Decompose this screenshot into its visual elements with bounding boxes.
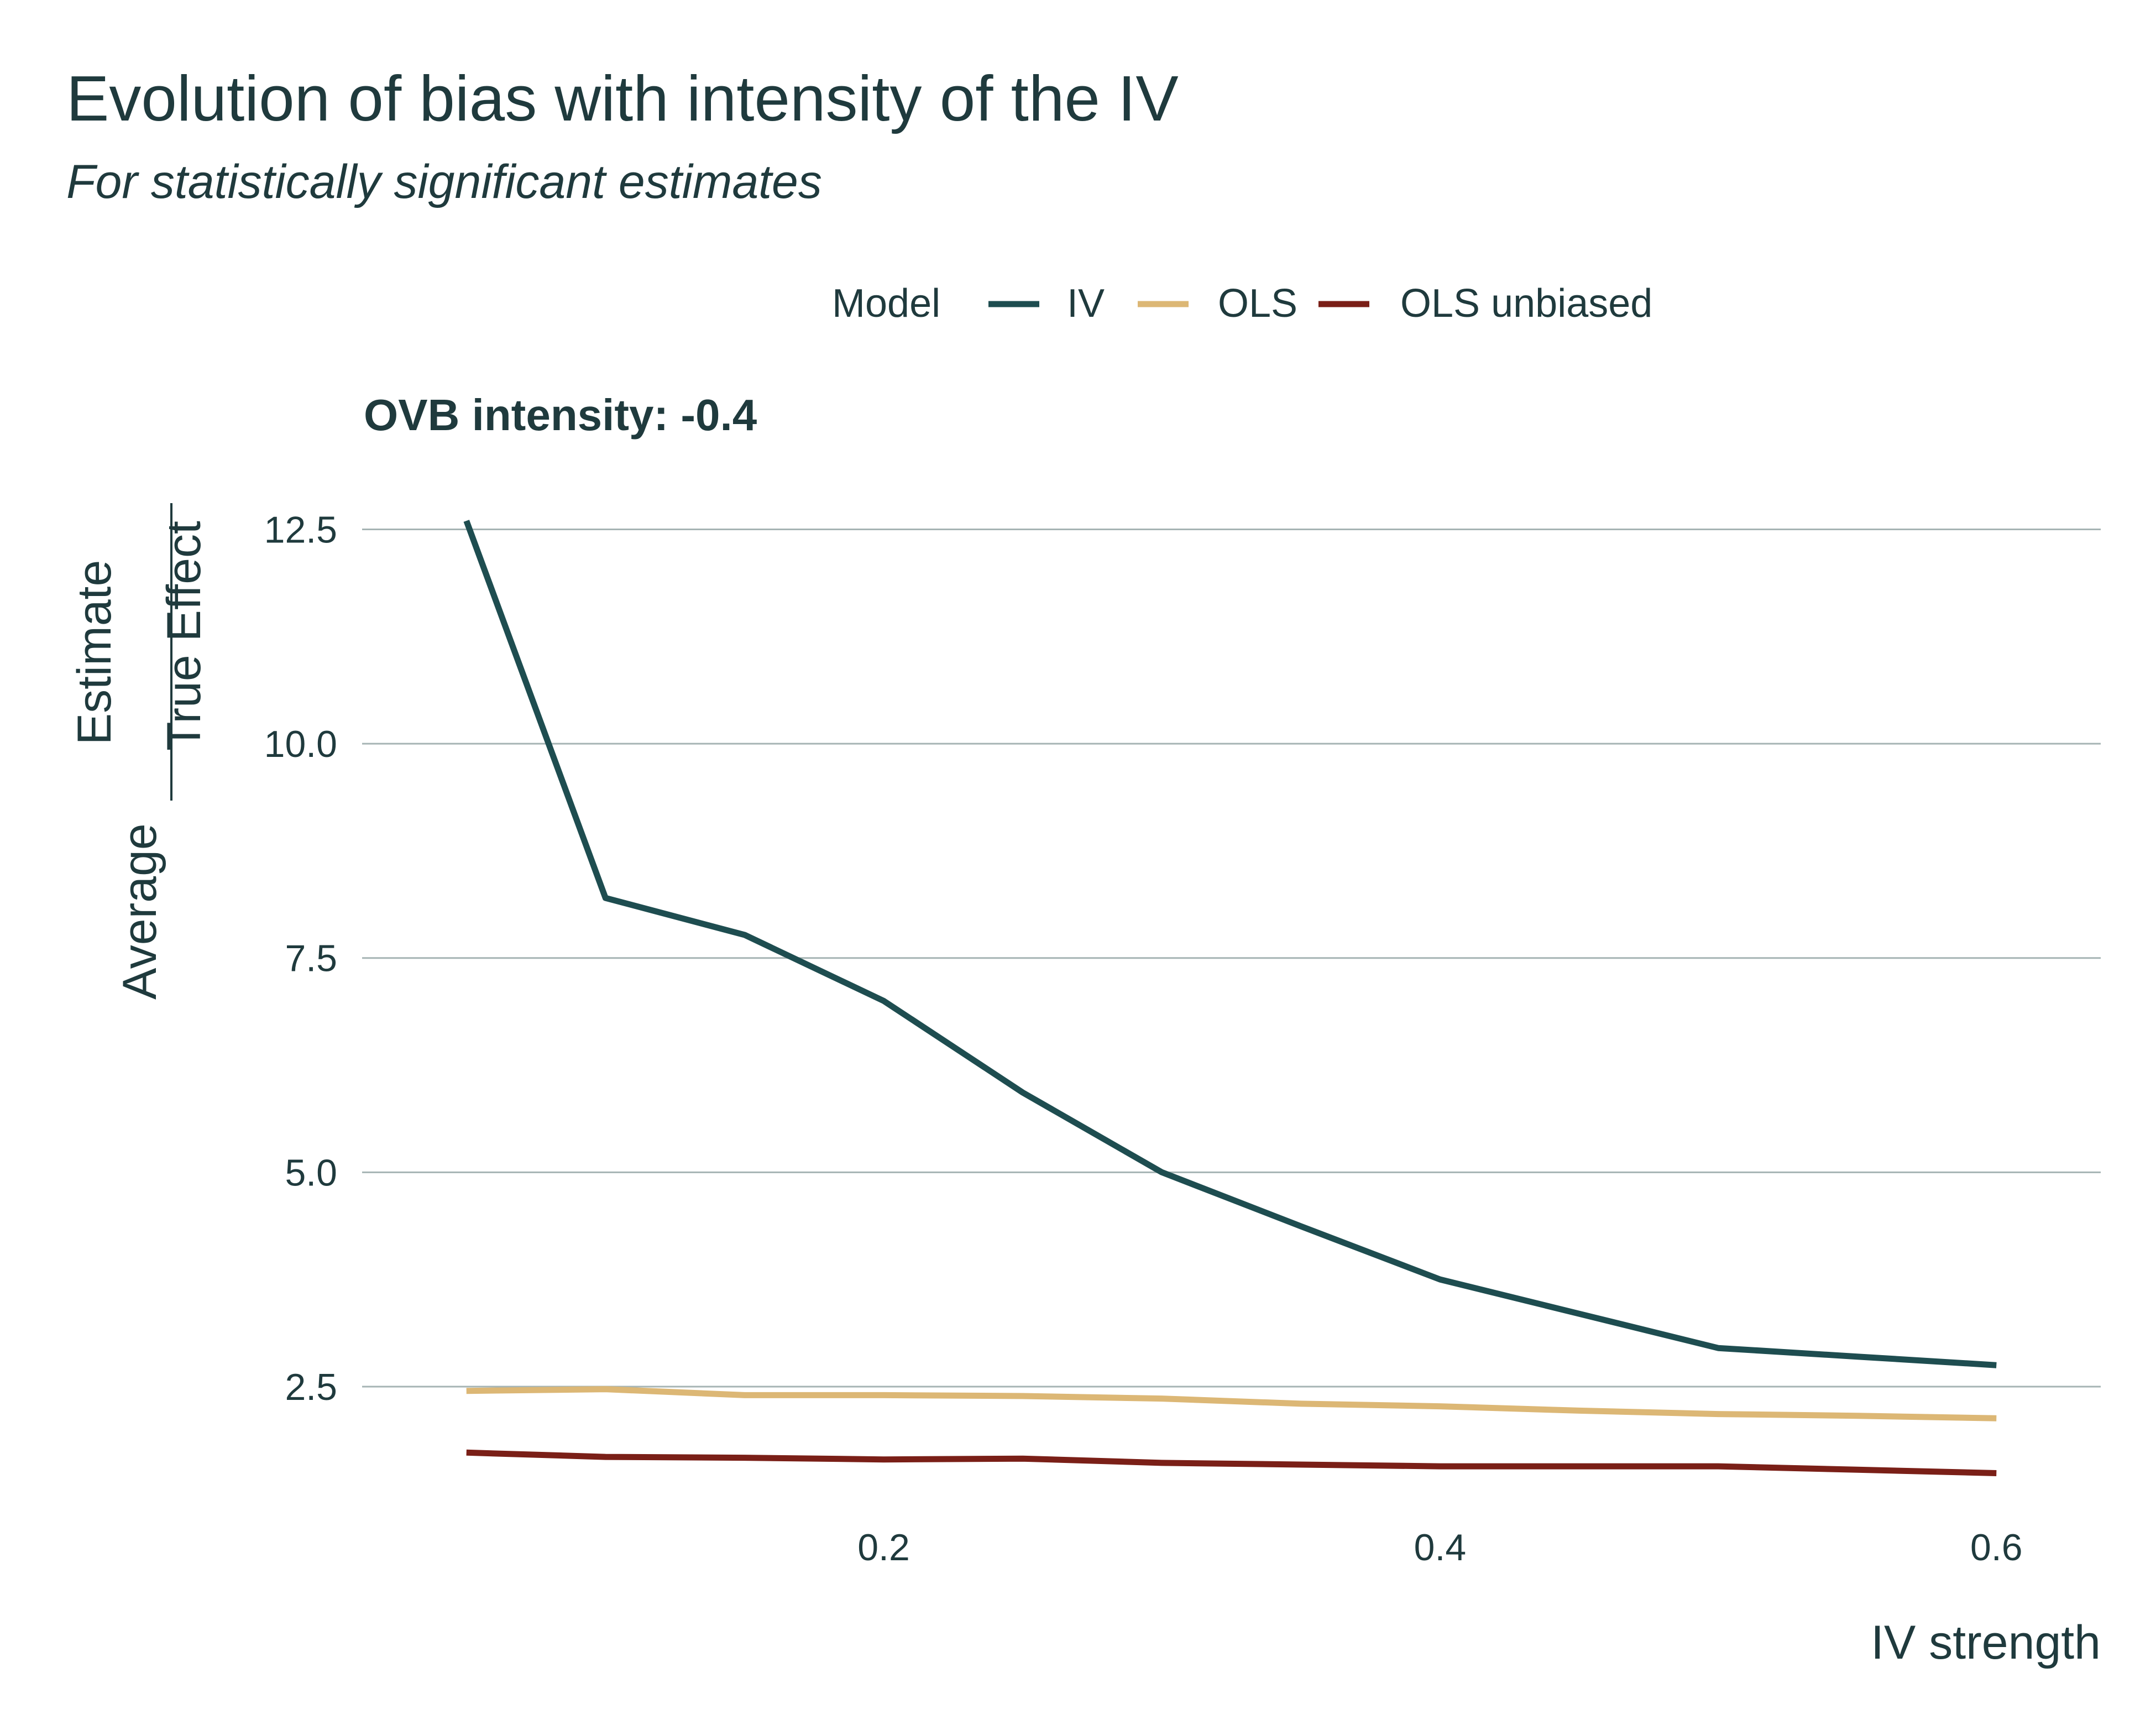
y-tick-label: 2.5	[285, 1366, 337, 1408]
chart-title: Evolution of bias with intensity of the …	[66, 62, 1179, 134]
series-line-ols	[466, 1386, 1997, 1421]
y-axis-title-numerator: Estimate	[68, 560, 121, 745]
y-tick-label: 10.0	[264, 723, 337, 765]
x-axis-title: IV strength	[1871, 1616, 2101, 1669]
y-axis-title-prefix: Average	[113, 823, 166, 1000]
y-tick-label: 5.0	[285, 1152, 337, 1194]
legend: Model IV OLS OLS unbiased	[832, 281, 1652, 326]
facet-label: OVB intensity: -0.4	[364, 390, 757, 440]
x-tick-label: 0.2	[857, 1527, 910, 1569]
y-tick-label: 7.5	[285, 938, 337, 980]
x-axis-ticks: 0.2 0.4 0.6	[857, 1527, 2022, 1569]
gridlines	[362, 529, 2101, 1388]
x-tick-label: 0.4	[1414, 1527, 1467, 1569]
legend-title: Model	[832, 281, 940, 326]
y-tick-label: 12.5	[264, 509, 337, 551]
series-line-iv	[463, 520, 1997, 1368]
legend-label-ols-unbiased: OLS unbiased	[1400, 281, 1652, 326]
y-axis-title-denominator: True Effect	[158, 521, 211, 751]
legend-label-iv: IV	[1067, 281, 1105, 326]
x-tick-label: 0.6	[1970, 1527, 2023, 1569]
chart-subtitle: For statistically significant estimates	[66, 155, 822, 208]
series-lines	[463, 520, 1997, 1476]
y-axis-title: Average Estimate True Effect	[68, 503, 211, 1000]
legend-label-ols: OLS	[1218, 281, 1297, 326]
y-axis-ticks: 2.5 5.0 7.5 10.0 12.5	[264, 509, 337, 1408]
series-line-ols-unbiased	[466, 1449, 1997, 1476]
